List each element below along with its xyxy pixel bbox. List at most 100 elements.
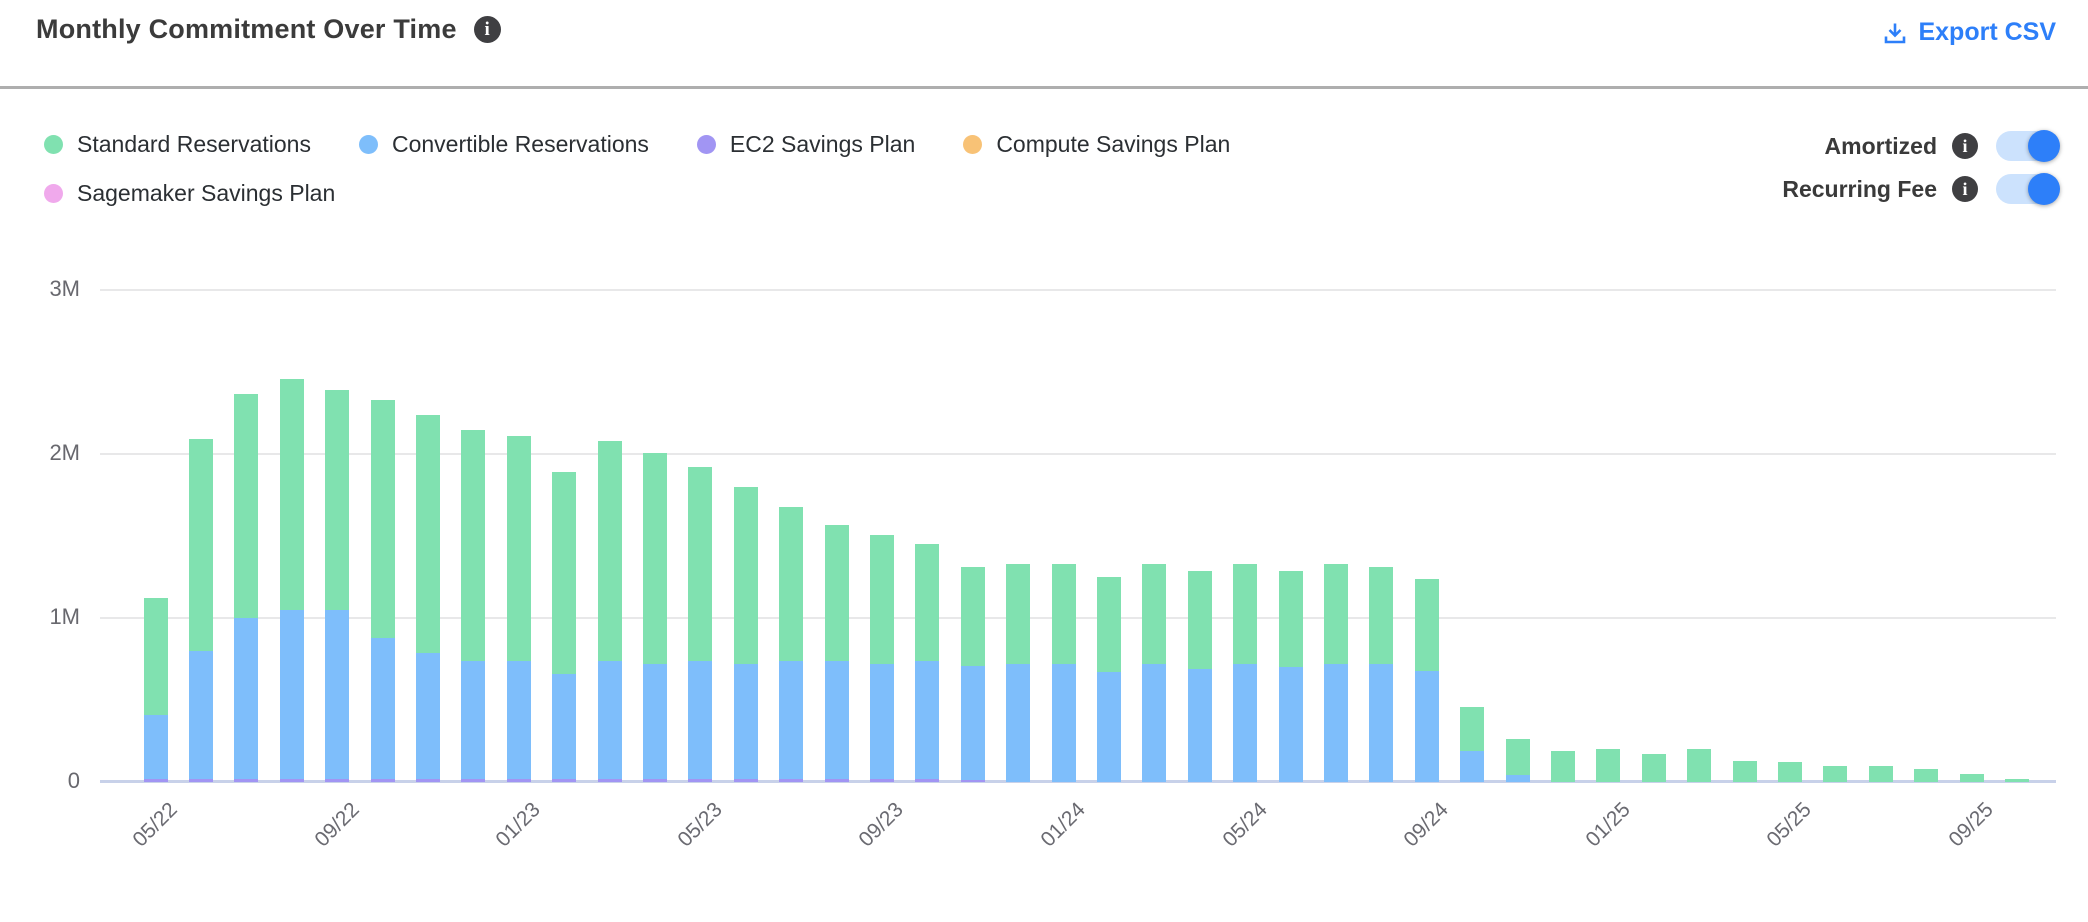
x-axis-tick-01/24: 01/24 <box>1036 798 1090 852</box>
bar-05/23-convertible <box>688 660 713 779</box>
bar-02/23-convertible <box>552 673 577 779</box>
bar-03/24-convertible <box>1142 664 1167 782</box>
bar-03/24-standard <box>1142 564 1167 664</box>
bar-06/24-standard <box>1278 570 1303 668</box>
bar-02/25-standard <box>1641 754 1666 782</box>
page-title: Monthly Commitment Over Time <box>36 14 457 44</box>
bar-11/24-convertible <box>1505 775 1530 782</box>
y-axis-tick-1M: 1M <box>49 604 80 630</box>
bar-10/22-ec2_sp <box>370 778 395 782</box>
bar-12/22-convertible <box>461 660 486 779</box>
header-divider <box>0 86 2088 89</box>
bar-06/23-standard <box>733 487 758 664</box>
legend-label: Sagemaker Savings Plan <box>77 180 336 206</box>
gridline-1M <box>100 617 2056 620</box>
bar-10/24-standard <box>1460 706 1485 751</box>
bar-02/23-ec2_sp <box>552 778 577 782</box>
bar-11/23-standard <box>960 567 985 666</box>
bar-06/22-convertible <box>188 650 213 779</box>
recurring-fee-switch-knob <box>2028 173 2060 205</box>
bar-08/23-convertible <box>824 660 849 779</box>
x-axis-tick-05/25: 05/25 <box>1762 798 1817 852</box>
legend-item-compute-savings-plan[interactable]: Compute Savings Plan <box>963 131 1230 158</box>
recurring-fee-info-icon[interactable]: i <box>1952 176 1978 202</box>
bar-02/23-standard <box>552 472 577 674</box>
bar-07/24-convertible <box>1323 664 1348 782</box>
bar-12/23-standard <box>1006 564 1031 664</box>
y-axis-tick-0: 0 <box>67 768 80 793</box>
bar-09/25-standard <box>1959 773 1984 782</box>
title-info-icon[interactable]: i <box>473 16 501 43</box>
bar-08/22-ec2_sp <box>279 778 304 782</box>
bar-03/23-standard <box>597 441 622 661</box>
bar-01/23-convertible <box>506 660 531 779</box>
bar-08/24-convertible <box>1369 664 1394 782</box>
bar-05/22-ec2_sp <box>143 778 168 782</box>
bar-05/23-standard <box>688 467 713 661</box>
legend-row-1: Standard Reservations Convertible Reserva… <box>44 131 1230 158</box>
bar-06/22-standard <box>188 439 213 651</box>
bar-09/23-convertible <box>869 664 894 779</box>
bar-03/25-standard <box>1687 749 1712 782</box>
bar-08/23-ec2_sp <box>824 778 849 782</box>
bar-01/25-standard <box>1596 749 1621 782</box>
bar-03/23-ec2_sp <box>597 778 622 782</box>
bar-10/23-standard <box>915 544 940 661</box>
x-axis-tick-09/22: 09/22 <box>309 798 364 852</box>
bar-01/24-convertible <box>1051 664 1076 782</box>
bar-10/24-convertible <box>1460 750 1485 782</box>
legend-label: Standard Reservations <box>77 131 311 157</box>
y-axis-tick-2M: 2M <box>49 440 80 466</box>
legend-dot <box>358 135 378 154</box>
bar-11/22-standard <box>415 414 440 653</box>
legend-dot <box>696 135 716 154</box>
bar-06/23-convertible <box>733 664 758 779</box>
bar-07/23-ec2_sp <box>779 778 804 782</box>
bar-03/23-convertible <box>597 660 622 779</box>
legend-item-ec2-savings-plan[interactable]: EC2 Savings Plan <box>696 131 916 158</box>
bar-06/25-standard <box>1823 765 1848 782</box>
bar-05/23-ec2_sp <box>688 778 713 782</box>
legend-item-sagemaker-savings-plan[interactable]: Sagemaker Savings Plan <box>44 180 335 207</box>
bar-09/22-ec2_sp <box>325 778 350 782</box>
gridline-3M <box>100 289 2056 292</box>
legend-dot <box>44 184 63 203</box>
legend-item-standard-reservations[interactable]: Standard Reservations <box>44 131 311 158</box>
chart-legend: Standard Reservations Convertible Reserva… <box>44 131 1230 229</box>
bar-07/23-convertible <box>779 660 804 779</box>
bar-01/23-ec2_sp <box>506 778 531 782</box>
recurring-fee-switch[interactable] <box>1996 173 2060 205</box>
bar-10/22-standard <box>370 400 395 638</box>
legend-label: EC2 Savings Plan <box>729 131 916 157</box>
export-csv-button[interactable]: Export CSV <box>1882 18 2056 47</box>
bar-08/23-standard <box>824 524 849 661</box>
x-axis-tick-05/24: 05/24 <box>1217 798 1272 852</box>
bar-10/22-convertible <box>370 637 395 779</box>
header: Monthly Commitment Over Time i <box>36 14 501 45</box>
x-axis-tick-09/25: 09/25 <box>1944 798 1998 852</box>
x-axis-tick-05/22: 05/22 <box>128 798 182 852</box>
bar-06/22-ec2_sp <box>188 778 213 782</box>
bar-07/23-standard <box>779 506 804 661</box>
bar-04/23-ec2_sp <box>642 778 667 782</box>
bar-05/22-standard <box>143 598 168 715</box>
bar-07/22-convertible <box>234 618 259 779</box>
bar-04/24-convertible <box>1187 668 1212 782</box>
bar-08/22-convertible <box>279 609 304 779</box>
bar-04/25-standard <box>1732 760 1757 782</box>
bar-04/24-standard <box>1187 570 1212 669</box>
bar-02/24-standard <box>1096 577 1121 673</box>
export-csv-label: Export CSV <box>1918 18 2056 46</box>
legend-item-convertible-reservations[interactable]: Convertible Reservations <box>358 131 649 158</box>
amortized-switch[interactable] <box>1996 130 2060 162</box>
bar-10/23-ec2_sp <box>915 778 940 782</box>
amortized-label: Amortized <box>1824 132 1937 159</box>
bar-09/22-convertible <box>325 609 350 779</box>
bar-11/23-ec2_sp <box>960 780 985 782</box>
bar-09/24-convertible <box>1414 670 1439 782</box>
bar-09/24-standard <box>1414 578 1439 671</box>
bar-08/22-standard <box>279 378 304 610</box>
bar-04/23-convertible <box>642 664 667 779</box>
bar-04/23-standard <box>642 452 667 664</box>
amortized-info-icon[interactable]: i <box>1952 133 1978 159</box>
